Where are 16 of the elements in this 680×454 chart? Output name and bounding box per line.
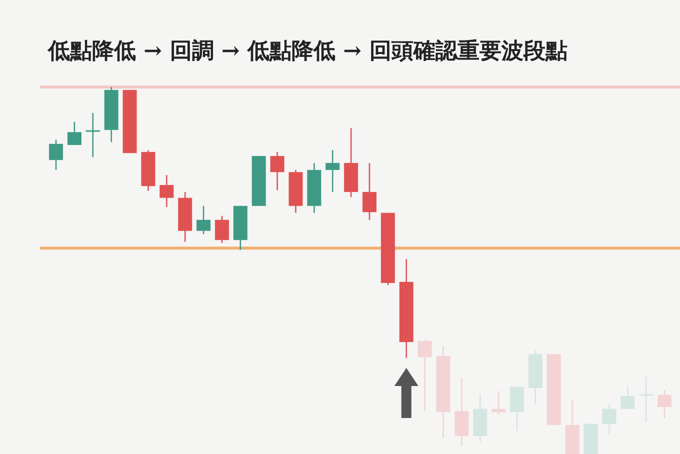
candlestick (160, 174, 174, 208)
candlestick (362, 162, 376, 221)
candlestick (270, 151, 284, 191)
candlestick (49, 139, 63, 171)
candlestick (658, 389, 672, 419)
candlestick (86, 112, 100, 158)
candlestick (214, 215, 229, 244)
candlestick (602, 403, 616, 436)
candlestick (620, 386, 635, 410)
candlestick (492, 390, 506, 416)
candlestick (67, 121, 82, 146)
candlestick (326, 149, 340, 193)
candlestick (418, 339, 432, 412)
candlestick (639, 376, 654, 423)
chart-title: 低點降低 → 回調 → 低點降低 → 回頭確認重要波段點 (47, 38, 568, 64)
candlestick (196, 205, 211, 235)
